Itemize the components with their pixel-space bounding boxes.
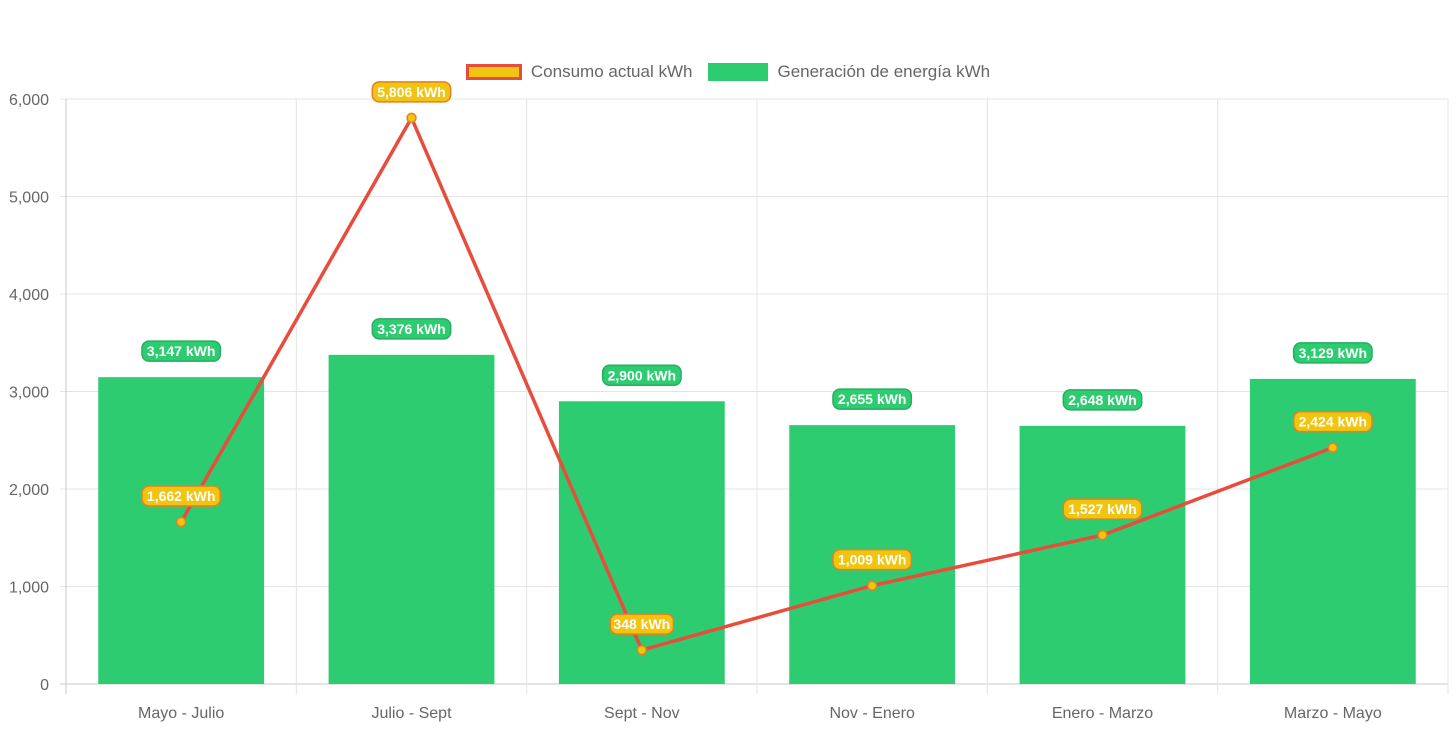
data-label-consumo: 1,527 kWh xyxy=(1068,501,1136,517)
y-tick-label: 6,000 xyxy=(9,92,49,109)
point-consumo xyxy=(1097,529,1108,541)
legend-item-consumo[interactable]: Consumo actual kWh xyxy=(465,62,693,82)
y-tick-label: 1,000 xyxy=(9,580,49,597)
data-label-consumo-bg xyxy=(609,613,675,635)
data-label-generacion-bg xyxy=(1062,389,1143,411)
y-tick-label: 4,000 xyxy=(9,287,49,304)
point-consumo xyxy=(1327,442,1339,453)
data-label-consumo: 2,424 kWh xyxy=(1299,414,1367,430)
line-consumo xyxy=(179,114,1334,653)
data-label-generacion-bg xyxy=(832,388,913,410)
data-label-generacion-bg xyxy=(1292,342,1373,364)
x-tick-label: Nov - Enero xyxy=(829,705,914,722)
data-label-consumo-bg xyxy=(832,548,913,571)
point-consumo xyxy=(636,644,648,656)
data-label-consumo: 5,806 kWh xyxy=(377,84,445,100)
x-tick-label: Marzo - Mayo xyxy=(1284,705,1382,722)
y-tick-label: 2,000 xyxy=(9,482,49,499)
bar-generacion xyxy=(1019,425,1186,684)
data-label-generacion: 3,147 kWh xyxy=(147,343,215,359)
legend-swatch-generacion xyxy=(708,63,769,81)
data-label-consumo-bg xyxy=(141,485,222,507)
data-label-consumo-bg xyxy=(1292,410,1373,433)
data-label-consumo-bg xyxy=(371,81,452,103)
data-label-generacion: 2,900 kWh xyxy=(608,367,676,383)
y-tick-label: 0 xyxy=(40,677,49,694)
data-label-generacion: 3,129 kWh xyxy=(1299,345,1367,361)
data-label-consumo: 1,662 kWh xyxy=(147,488,215,504)
data-label-generacion: 2,655 kWh xyxy=(838,391,906,407)
data-label-generacion: 3,376 kWh xyxy=(377,321,445,337)
bar-generacion xyxy=(328,354,495,684)
chart-legend: Consumo actual kWh Generación de energía… xyxy=(0,62,1456,82)
data-label-consumo: 1,009 kWh xyxy=(838,552,906,568)
data-label-generacion-bg xyxy=(601,364,682,386)
data-label-consumo-bg xyxy=(1062,498,1143,520)
legend-item-generacion[interactable]: Generación de energía kWh xyxy=(708,62,990,82)
legend-label-consumo: Consumo actual kWh xyxy=(530,62,693,81)
legend-label-generacion: Generación de energía kWh xyxy=(777,62,991,81)
x-tick-label: Julio - Sept xyxy=(371,705,452,722)
bar-generacion xyxy=(558,401,725,684)
point-consumo xyxy=(175,516,187,528)
x-tick-label: Mayo - Julio xyxy=(138,705,224,722)
point-consumo xyxy=(406,112,417,124)
x-tick-label: Sept - Nov xyxy=(604,705,680,722)
data-label-generacion-bg xyxy=(141,340,222,362)
legend-swatch-consumo xyxy=(465,64,522,80)
data-label-generacion: 2,648 kWh xyxy=(1068,392,1136,408)
point-consumo xyxy=(866,580,878,591)
x-tick-label: Enero - Marzo xyxy=(1052,705,1153,722)
data-label-generacion-bg xyxy=(371,318,452,340)
data-label-consumo: 348 kWh xyxy=(613,616,670,632)
y-tick-label: 3,000 xyxy=(9,385,49,402)
y-tick-label: 5,000 xyxy=(9,190,49,207)
